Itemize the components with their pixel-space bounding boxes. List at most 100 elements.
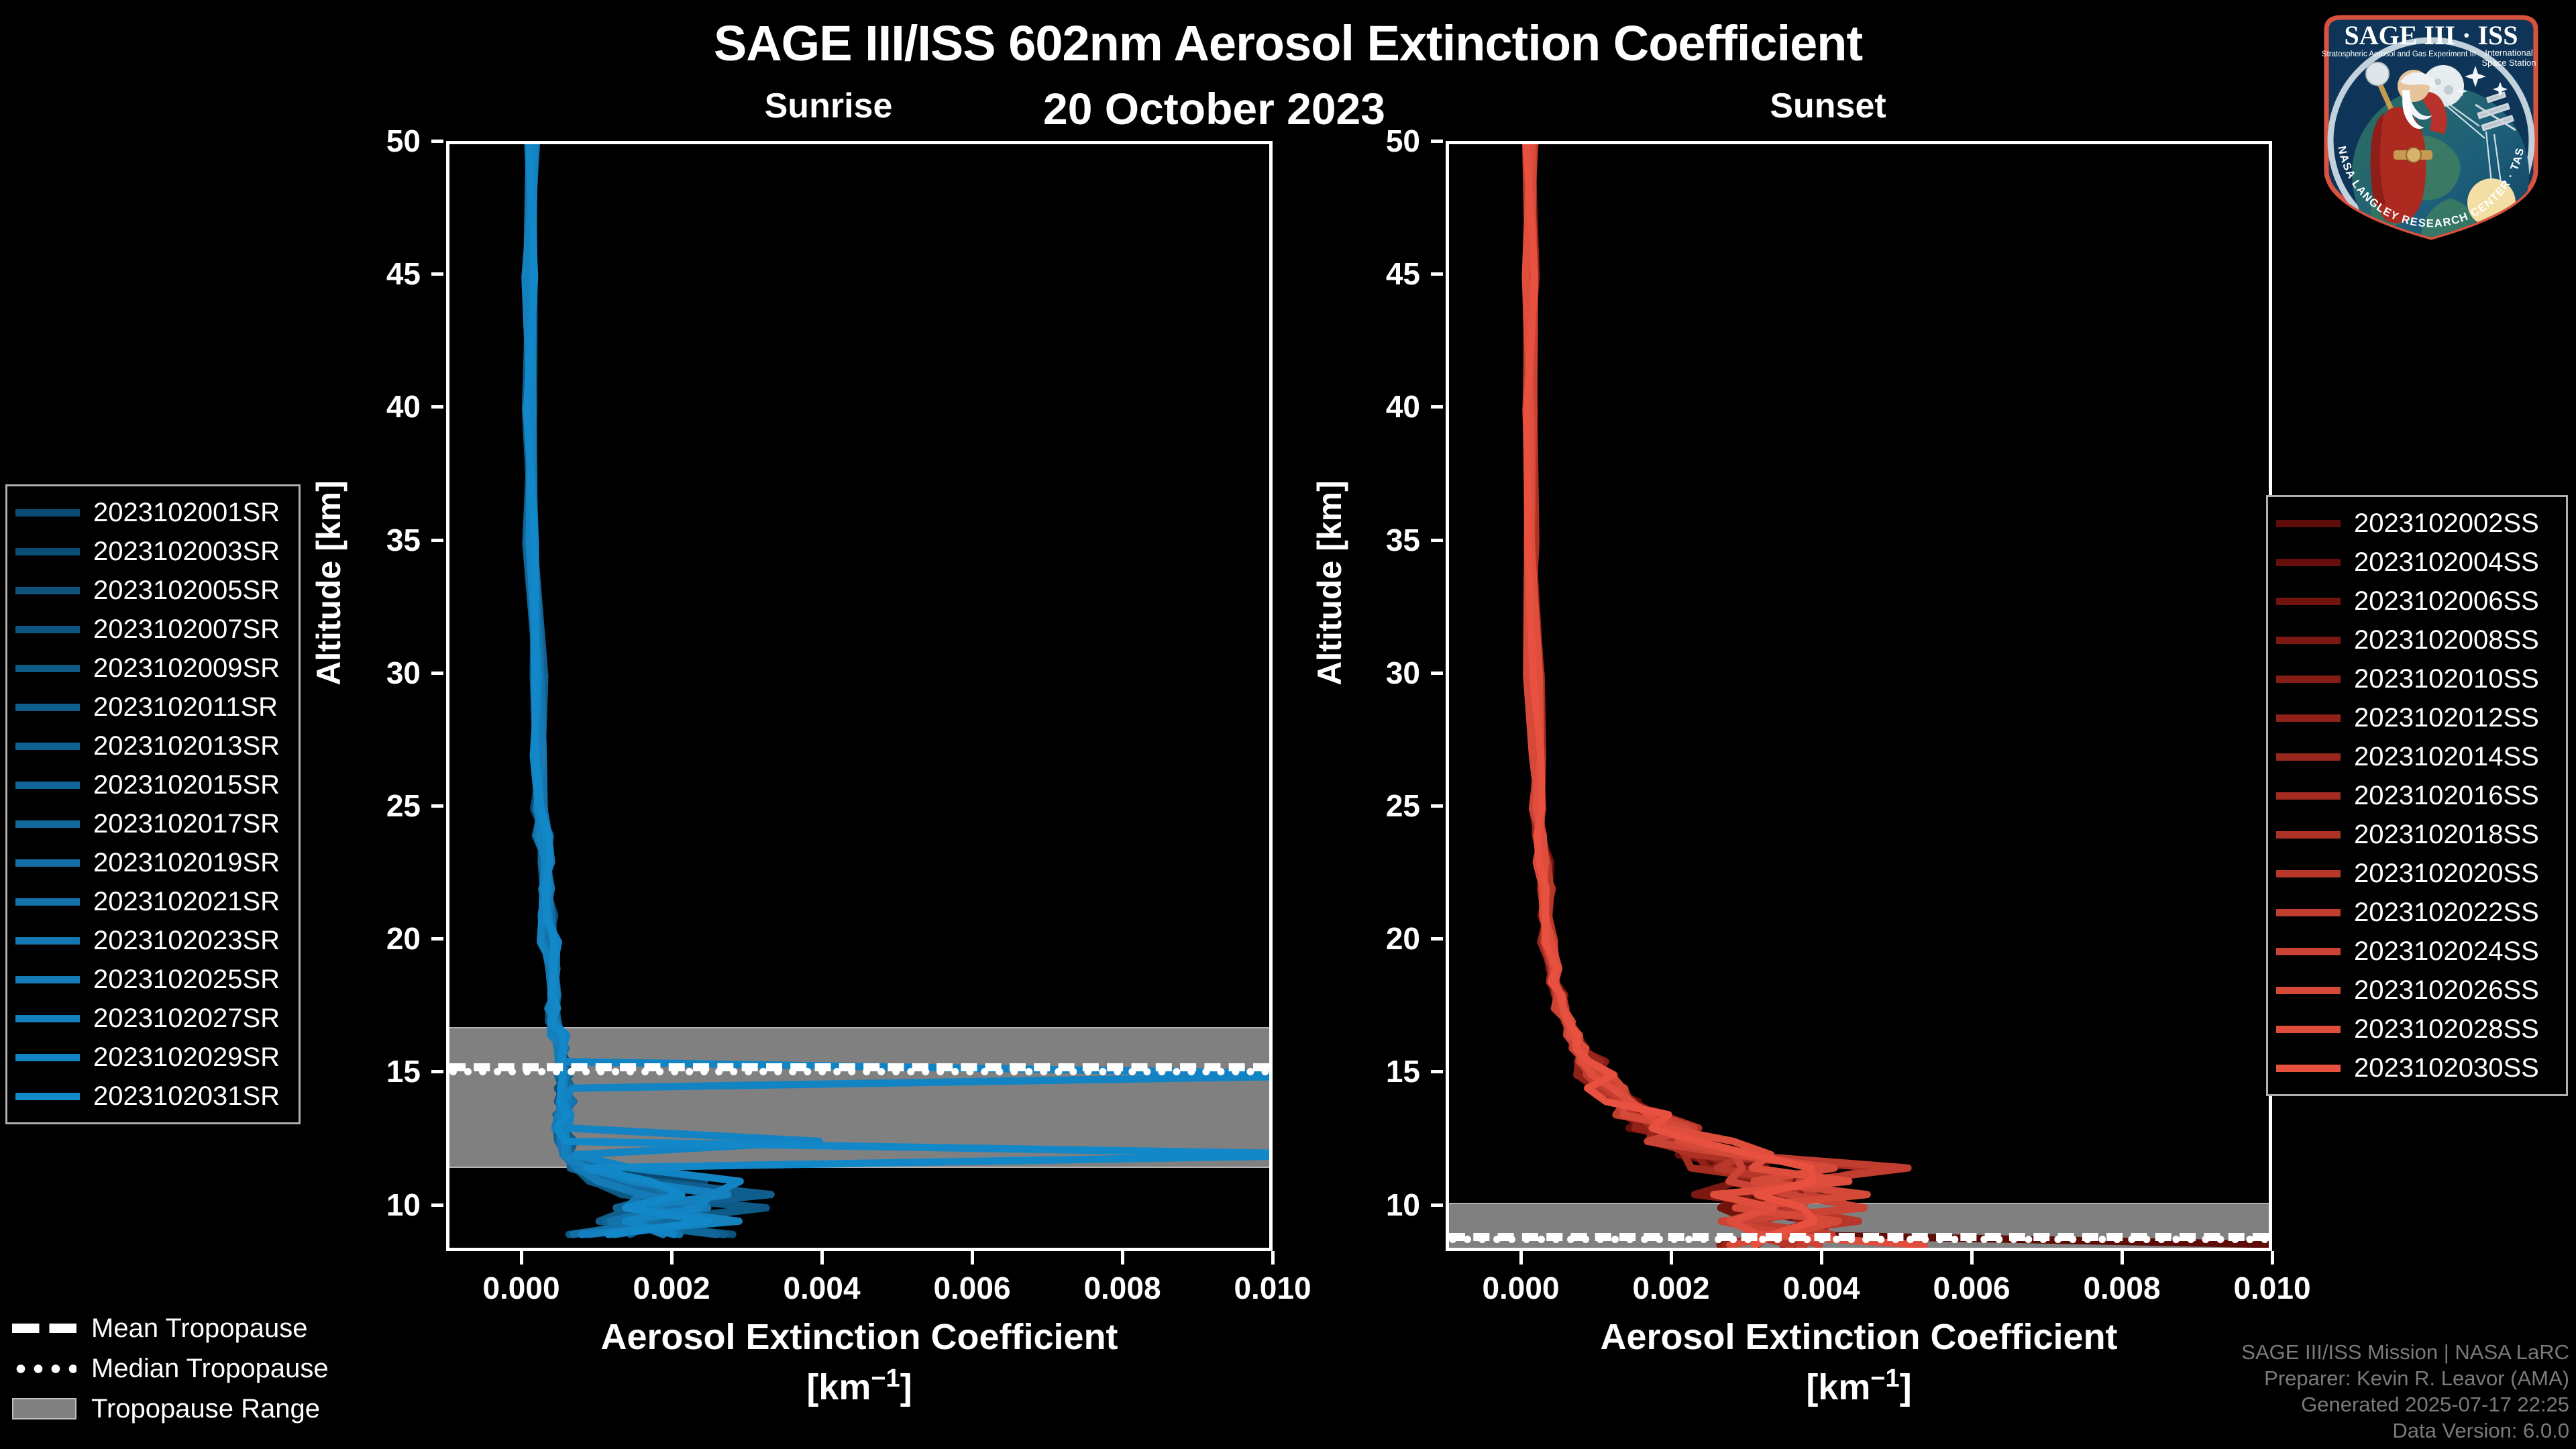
legend-item[interactable]: 2023102015SR [15,765,286,804]
legend-item-median-tropopause[interactable]: Median Tropopause [12,1348,361,1389]
legend-item[interactable]: 2023102017SR [15,804,286,843]
x-axis-label-sunrise: Aerosol Extinction Coefficient [600,1317,1118,1357]
legend-item[interactable]: 2023102020SS [2276,854,2554,893]
legend-item[interactable]: 2023102022SS [2276,893,2554,932]
legend-label: 2023102030SS [2354,1053,2539,1083]
x-unit-exponent: −1 [871,1364,900,1393]
profile-line [1526,144,1807,1248]
legend-label: 2023102021SR [93,886,280,916]
legend-item[interactable]: 2023102028SS [2276,1010,2554,1049]
y-tick-label: 10 [1385,1187,1420,1222]
legend-color-swatch [2276,1064,2341,1072]
legend-color-swatch [15,859,80,867]
legend-color-swatch [15,1092,80,1100]
y-tick-mark [431,1203,443,1207]
legend-sunset[interactable]: 2023102002SS 2023102004SS 2023102006SS 2023… [2266,495,2568,1096]
legend-item[interactable]: 2023102030SS [2276,1049,2554,1087]
legend-item[interactable]: 2023102023SR [15,921,286,960]
sage-iii-iss-mission-patch-logo: SAGE III · ISS Stratospheric Aerosol and… [2295,0,2563,248]
legend-item[interactable]: 2023102021SR [15,882,286,921]
credits-line-generated: Generated 2025-07-17 22:25 [2301,1393,2569,1416]
legend-item[interactable]: 2023102005SR [15,571,286,610]
x-tick-label: 0.010 [1234,1271,1311,1305]
legend-label: 2023102031SR [93,1081,280,1111]
credits-line-preparer: Preparer: Kevin R. Leavor (AMA) [2264,1366,2569,1390]
legend-label: 2023102016SS [2354,780,2539,810]
legend-item[interactable]: 2023102010SS [2276,659,2554,698]
legend-color-swatch [2276,1025,2341,1033]
legend-label: 2023102003SR [93,536,280,566]
y-tick-mark [431,671,443,675]
y-tick-label: 35 [1385,522,1420,557]
legend-color-swatch [15,742,80,750]
legend-item-mean-tropopause[interactable]: Mean Tropopause [12,1308,361,1348]
legend-color-swatch [15,975,80,983]
x-tick-label: 0.000 [1482,1271,1560,1305]
legend-color-swatch [2276,519,2341,527]
x-tick-mark [1820,1251,1823,1265]
legend-item[interactable]: 2023102004SS [2276,543,2554,582]
legend-item[interactable]: 2023102012SS [2276,698,2554,737]
page-title: SAGE III/ISS 602nm Aerosol Extinction Co… [713,15,1863,71]
y-tick-label: 40 [1385,389,1420,425]
y-tick-label: 35 [386,522,421,557]
legend-item[interactable]: 2023102031SR [15,1077,286,1116]
legend-item[interactable]: 2023102003SR [15,532,286,571]
y-tick-mark [431,937,443,941]
plot-area-sunrise[interactable] [446,141,1273,1251]
legend-label: 2023102020SS [2354,858,2539,888]
profile-line [1523,144,1871,1248]
legend-label: 2023102022SS [2354,897,2539,927]
legend-sunrise[interactable]: 2023102001SR 2023102003SR 2023102005SR 2023… [5,484,301,1124]
legend-tropopause[interactable]: Mean Tropopause Median Tropopause Tropop… [12,1308,361,1429]
median-tropopause-line [449,1068,1269,1076]
y-tick-mark [1431,538,1443,542]
legend-item[interactable]: 2023102002SS [2276,504,2554,543]
x-unit-close: ] [1899,1367,1912,1407]
legend-color-swatch [2276,714,2341,722]
x-tick-mark [1121,1251,1124,1265]
x-axis-sunrise: 0.000 0.002 0.004 0.006 0.008 0.010 [446,1251,1311,1332]
legend-item[interactable]: 2023102007SR [15,610,286,649]
legend-item[interactable]: 2023102016SS [2276,776,2554,815]
legend-item[interactable]: 2023102013SR [15,727,286,765]
y-tick-label: 15 [386,1054,421,1089]
y-tick-mark [1431,671,1443,675]
legend-item[interactable]: 2023102008SS [2276,621,2554,659]
x-tick-mark [1271,1251,1275,1265]
x-tick-label: 0.008 [2083,1271,2161,1305]
legend-label: 2023102018SS [2354,819,2539,849]
legend-item[interactable]: 2023102025SR [15,960,286,999]
legend-label-mean-tropopause: Mean Tropopause [91,1313,308,1343]
legend-label: 2023102005SR [93,575,280,605]
legend-item[interactable]: 2023102027SR [15,999,286,1038]
x-unit-base: [km [806,1367,871,1407]
legend-item[interactable]: 2023102014SS [2276,737,2554,776]
y-tick-label: 20 [1385,921,1420,957]
legend-item[interactable]: 2023102029SR [15,1038,286,1077]
legend-label: 2023102024SS [2354,936,2539,966]
legend-item[interactable]: 2023102019SR [15,843,286,882]
plot-area-sunset[interactable] [1446,141,2272,1251]
legend-item-tropopause-range[interactable]: Tropopause Range [12,1389,361,1429]
profile-line [1522,144,1811,1248]
y-tick-label: 45 [1385,256,1420,292]
legend-item[interactable]: 2023102009SR [15,649,286,688]
legend-item[interactable]: 2023102026SS [2276,971,2554,1010]
legend-color-swatch [2276,869,2341,877]
date-subtitle: 20 October 2023 [1043,84,1385,133]
legend-color-swatch [2276,675,2341,683]
legend-item[interactable]: 2023102006SS [2276,582,2554,621]
x-tick-mark [971,1251,974,1265]
legend-label: 2023102027SR [93,1003,280,1033]
legend-item[interactable]: 2023102018SS [2276,815,2554,854]
legend-color-swatch [15,1053,80,1061]
legend-item[interactable]: 2023102011SR [15,688,286,727]
legend-item[interactable]: 2023102024SS [2276,932,2554,971]
y-tick-mark [431,405,443,409]
legend-label-tropopause-range: Tropopause Range [91,1393,320,1424]
legend-color-swatch [2276,792,2341,800]
x-tick-mark [670,1251,674,1265]
legend-item[interactable]: 2023102001SR [15,493,286,532]
credits-line-mission: SAGE III/ISS Mission | NASA LaRC [2241,1340,2569,1364]
